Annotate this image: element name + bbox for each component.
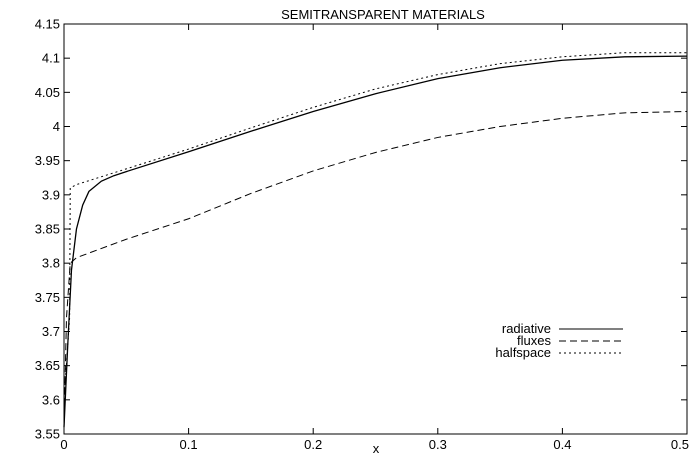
series-line-fluxes: [63, 110, 688, 428]
y-tick-label: 3.75: [35, 290, 60, 305]
y-tick-label: 3.55: [35, 427, 60, 442]
chart-title: SEMITRANSPARENT MATERIALS: [281, 7, 485, 22]
y-axis: 3.55 3.6 3.65 3.7 3.75 3.8 3.85 3.9 3.95 4 4.05 4.1…: [35, 17, 687, 442]
series-group: [63, 52, 688, 428]
y-tick-label: 3.95: [35, 153, 60, 168]
y-tick-label: 3.65: [35, 358, 60, 373]
y-tick-label: 4.15: [35, 17, 60, 32]
x-tick-label: 0.1: [180, 437, 198, 452]
x-tick-label: 0.2: [304, 437, 322, 452]
y-tick-label: 3.85: [35, 222, 60, 237]
series-line-radiative: [63, 55, 688, 428]
x-tick-label: 0.3: [429, 437, 447, 452]
x-tick-label: 0: [60, 437, 67, 452]
legend-label-fluxes: fluxes: [517, 333, 551, 348]
x-axis: 0 0.1 0.2 0.3 0.4 0.5: [60, 24, 689, 452]
x-tick-label: 0.5: [671, 437, 689, 452]
series-line-halfspace: [63, 52, 687, 400]
x-tick-label: 0.4: [553, 437, 571, 452]
legend-label-halfspace: halfspace: [495, 345, 551, 360]
y-tick-label: 3.8: [42, 256, 60, 271]
y-tick-label: 4.1: [42, 51, 60, 66]
y-tick-label: 4: [53, 119, 60, 134]
y-tick-label: 3.9: [42, 187, 60, 202]
legend-label-radiative: radiative: [502, 321, 551, 336]
y-tick-label: 4.05: [35, 85, 60, 100]
y-tick-label: 3.6: [42, 392, 60, 407]
y-tick-label: 3.7: [42, 324, 60, 339]
x-axis-label: x: [373, 441, 380, 456]
